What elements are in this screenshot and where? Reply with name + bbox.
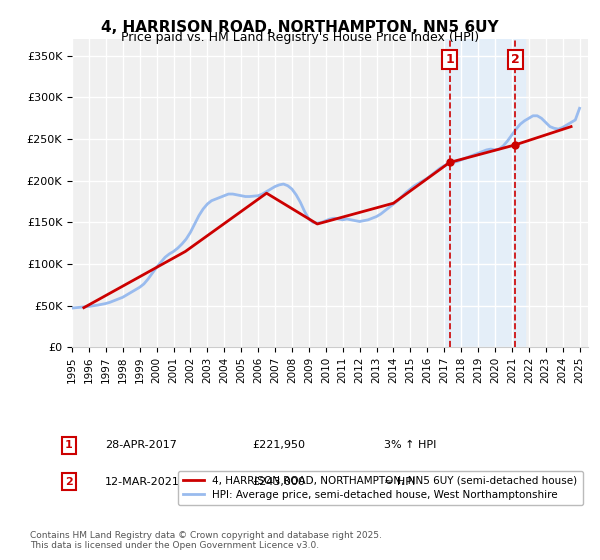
Text: 28-APR-2017: 28-APR-2017 — [105, 440, 177, 450]
Bar — [444, 39, 524, 347]
Text: Contains HM Land Registry data © Crown copyright and database right 2025.
This d: Contains HM Land Registry data © Crown c… — [30, 530, 382, 550]
Text: 2: 2 — [65, 477, 73, 487]
Text: ≈ HPI: ≈ HPI — [384, 477, 415, 487]
Text: 1: 1 — [65, 440, 73, 450]
Text: 3% ↑ HPI: 3% ↑ HPI — [384, 440, 436, 450]
Text: £221,950: £221,950 — [252, 440, 305, 450]
Text: Price paid vs. HM Land Registry's House Price Index (HPI): Price paid vs. HM Land Registry's House … — [121, 31, 479, 44]
Text: 1: 1 — [445, 53, 454, 66]
Text: 4, HARRISON ROAD, NORTHAMPTON, NN5 6UY: 4, HARRISON ROAD, NORTHAMPTON, NN5 6UY — [101, 20, 499, 35]
Text: £243,000: £243,000 — [252, 477, 305, 487]
Text: 12-MAR-2021: 12-MAR-2021 — [105, 477, 180, 487]
Text: 2: 2 — [511, 53, 520, 66]
Legend: 4, HARRISON ROAD, NORTHAMPTON, NN5 6UY (semi-detached house), HPI: Average price: 4, HARRISON ROAD, NORTHAMPTON, NN5 6UY (… — [178, 470, 583, 505]
